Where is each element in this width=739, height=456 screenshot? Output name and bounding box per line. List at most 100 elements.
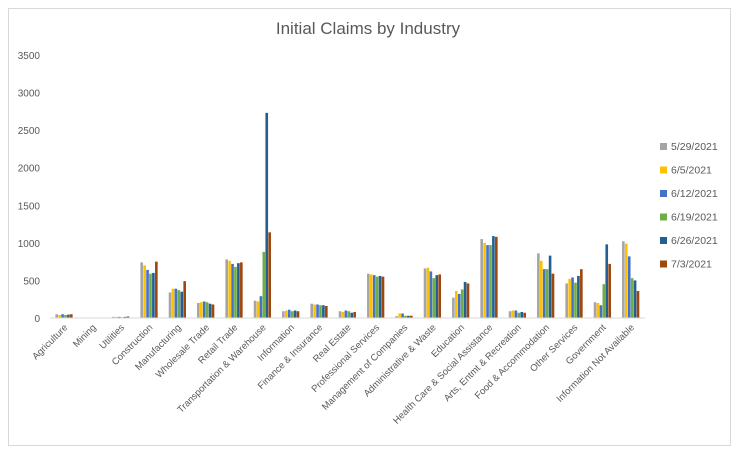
- bar: [199, 302, 203, 318]
- bar: [123, 316, 127, 318]
- bar: [259, 296, 263, 318]
- bar: [155, 261, 158, 318]
- legend-swatch: [660, 143, 667, 150]
- bar: [633, 280, 637, 318]
- legend-swatch: [660, 166, 667, 174]
- bar: [350, 312, 354, 318]
- bar: [240, 262, 243, 318]
- bar: [171, 288, 175, 318]
- bar: [58, 314, 61, 318]
- bar: [149, 273, 152, 318]
- bar: [117, 316, 121, 318]
- bar: [398, 313, 401, 318]
- bar: [325, 305, 328, 318]
- bar: [404, 315, 407, 318]
- bar: [551, 273, 555, 318]
- bar: [608, 263, 611, 318]
- bar: [466, 283, 470, 318]
- bar: [112, 316, 115, 318]
- bar: [429, 271, 433, 318]
- bar: [622, 241, 625, 318]
- bar: [630, 278, 634, 318]
- bar: [375, 276, 379, 318]
- bar: [480, 239, 484, 318]
- bar: [401, 313, 404, 318]
- bar: [454, 290, 458, 318]
- bar: [410, 315, 413, 318]
- bar: [211, 304, 215, 318]
- bar: [322, 305, 325, 318]
- bar: [596, 302, 600, 318]
- bar: [61, 314, 64, 318]
- bar: [539, 260, 543, 318]
- y-tick-label: 2500: [18, 126, 41, 137]
- bar: [338, 311, 342, 318]
- bars: [55, 112, 640, 318]
- bar: [520, 311, 524, 318]
- bar: [457, 293, 461, 318]
- bar: [282, 311, 285, 318]
- bar: [143, 265, 146, 318]
- legend-swatch: [660, 260, 667, 268]
- bar: [407, 315, 410, 318]
- bar: [593, 302, 597, 318]
- legend-swatch: [660, 190, 667, 197]
- bar: [426, 267, 430, 318]
- bar: [624, 243, 628, 318]
- bar: [423, 268, 427, 318]
- bar: [183, 281, 186, 318]
- bar: [435, 275, 439, 318]
- bar: [284, 310, 288, 318]
- bar: [602, 284, 606, 318]
- bar: [511, 310, 515, 318]
- bar: [64, 314, 67, 318]
- bar: [574, 282, 577, 318]
- bar: [636, 290, 640, 318]
- bar: [514, 310, 518, 318]
- x-axis: Agriculture MiningUtilitiesConstructionMa…: [30, 317, 645, 426]
- bar: [463, 281, 467, 318]
- y-tick-label: 500: [23, 276, 40, 287]
- bar: [486, 245, 489, 318]
- legend-label: 5/29/2021: [671, 141, 718, 153]
- chart-title: Initial Claims by Industry: [276, 19, 461, 38]
- bar: [67, 314, 70, 318]
- bar: [548, 255, 552, 318]
- bar: [495, 236, 498, 318]
- x-tick-label: Agriculture: [30, 322, 70, 362]
- bar: [268, 232, 271, 318]
- bar: [580, 269, 583, 318]
- bar: [517, 312, 521, 318]
- bar: [126, 316, 130, 318]
- bar: [205, 302, 209, 318]
- bar: [571, 277, 574, 318]
- bar: [381, 276, 385, 318]
- bar: [310, 303, 314, 318]
- bar: [313, 304, 316, 318]
- legend-label: 6/12/2021: [671, 188, 718, 200]
- bar: [438, 274, 441, 318]
- y-tick-label: 3000: [18, 89, 41, 100]
- bar: [168, 292, 172, 318]
- bar: [253, 300, 257, 318]
- bar: [395, 316, 399, 318]
- legend-swatch: [660, 237, 667, 244]
- y-tick-label: 1000: [18, 239, 41, 250]
- bar: [256, 301, 260, 318]
- bar: [262, 251, 266, 318]
- y-axis: 0 500 1000 1500 2000 2500 3000 3500: [18, 51, 41, 325]
- legend-swatch: [660, 213, 667, 221]
- legend: 5/29/2021 6/5/2021 6/12/2021 6/19/2021 6/26/…: [660, 141, 718, 271]
- bar: [202, 301, 206, 318]
- bar: [460, 289, 464, 318]
- bar: [627, 256, 631, 318]
- bar: [542, 269, 546, 318]
- y-tick-label: 2000: [18, 164, 41, 175]
- bar: [432, 278, 436, 318]
- bar: [599, 305, 603, 318]
- legend-label: 6/5/2021: [671, 165, 712, 177]
- bar: [208, 303, 212, 318]
- bar: [568, 278, 571, 318]
- bar: [152, 272, 155, 318]
